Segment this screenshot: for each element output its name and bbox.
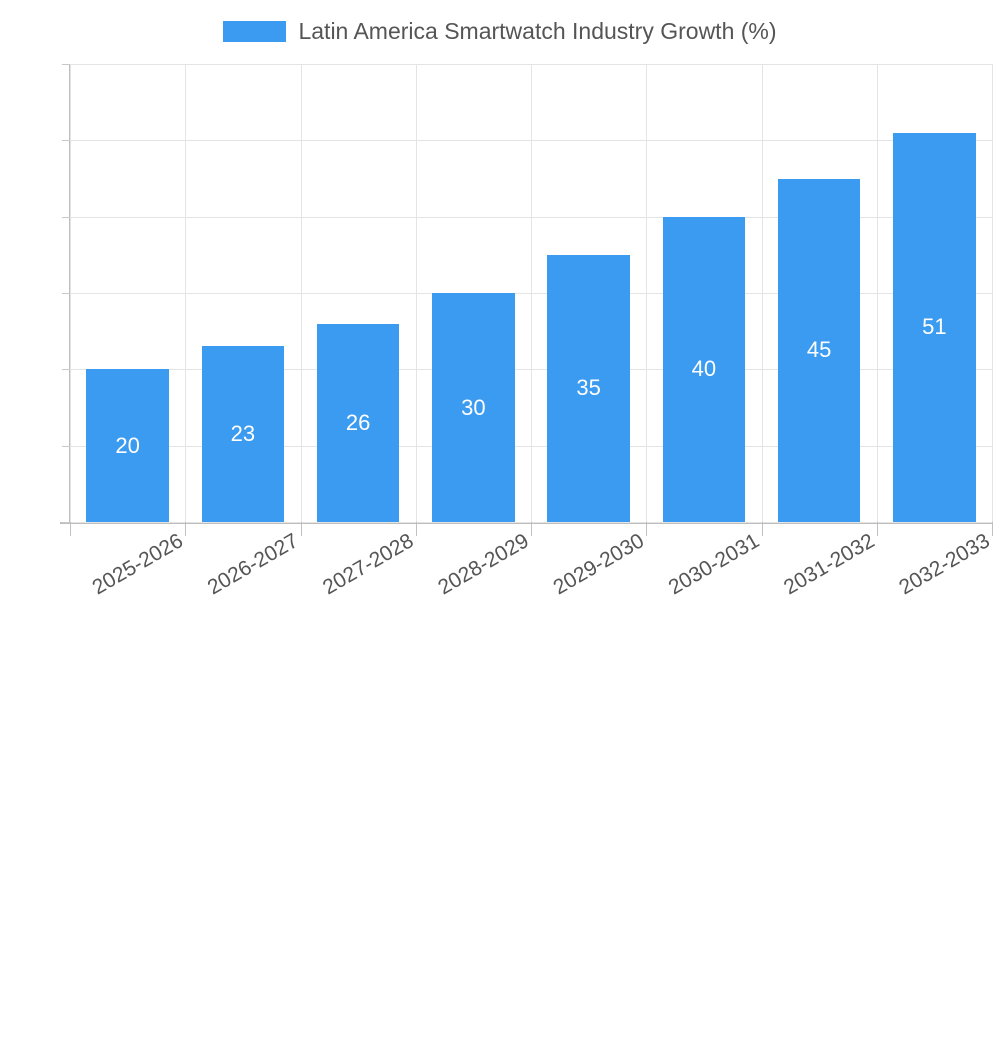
legend-item-label: Latin America Smartwatch Industry Growth…	[298, 17, 777, 44]
bar-chart: Latin America Smartwatch Industry Growth…	[0, 14, 1000, 600]
gridline-vertical	[70, 64, 71, 522]
y-tick-mark	[62, 522, 70, 523]
gridline-vertical	[646, 64, 648, 522]
bar-value-label: 30	[461, 394, 486, 420]
x-tick-mark	[185, 522, 187, 536]
x-tick-label: 2031-2032	[780, 529, 879, 600]
y-tick-mark	[62, 293, 70, 294]
x-tick-label: 2029-2030	[549, 529, 649, 600]
bar-value-label: 45	[806, 337, 832, 363]
bar-value-label: 51	[922, 314, 947, 340]
bar-value-label: 20	[115, 432, 140, 458]
chart-legend: Latin America Smartwatch Industry Growth…	[0, 14, 1000, 48]
x-tick-mark	[300, 522, 302, 536]
y-tick-mark	[62, 140, 70, 142]
bar-value-label: 26	[345, 409, 371, 435]
bar[interactable]: 20	[86, 369, 169, 522]
y-tick-mark	[62, 64, 70, 65]
gridline-vertical	[761, 64, 763, 522]
bar-value-label: 40	[691, 356, 717, 382]
bar[interactable]: 40	[662, 216, 746, 522]
bar[interactable]: 51	[893, 132, 976, 522]
x-tick-mark	[646, 522, 648, 536]
bar-value-label: 35	[576, 375, 601, 401]
bar[interactable]: 23	[201, 346, 285, 522]
legend-item-smartwatch-growth[interactable]: Latin America Smartwatch Industry Growth…	[223, 17, 777, 44]
x-tick-mark	[415, 522, 417, 536]
bar[interactable]: 30	[432, 293, 515, 522]
x-tick-mark	[992, 522, 993, 536]
bar[interactable]: 26	[316, 323, 400, 522]
gridline-vertical	[185, 64, 187, 522]
bar[interactable]: 35	[547, 254, 630, 522]
gridline-vertical	[531, 64, 532, 522]
x-tick-mark	[70, 522, 71, 536]
x-axis-line	[60, 522, 992, 524]
gridline-vertical	[992, 64, 993, 522]
gridline-vertical	[300, 64, 302, 522]
x-tick-mark	[876, 522, 878, 536]
legend-swatch-square-icon	[223, 20, 287, 42]
gridline-vertical	[415, 64, 417, 522]
bar-value-label: 23	[230, 421, 256, 447]
y-tick-mark	[62, 445, 70, 447]
x-tick-mark	[531, 522, 532, 536]
gridline-vertical	[876, 64, 878, 522]
y-tick-mark	[62, 216, 70, 218]
x-tick-mark	[761, 522, 763, 536]
y-tick-mark	[62, 369, 70, 371]
bar[interactable]: 45	[777, 178, 861, 522]
x-tick-label: 2032-2033	[895, 529, 994, 600]
